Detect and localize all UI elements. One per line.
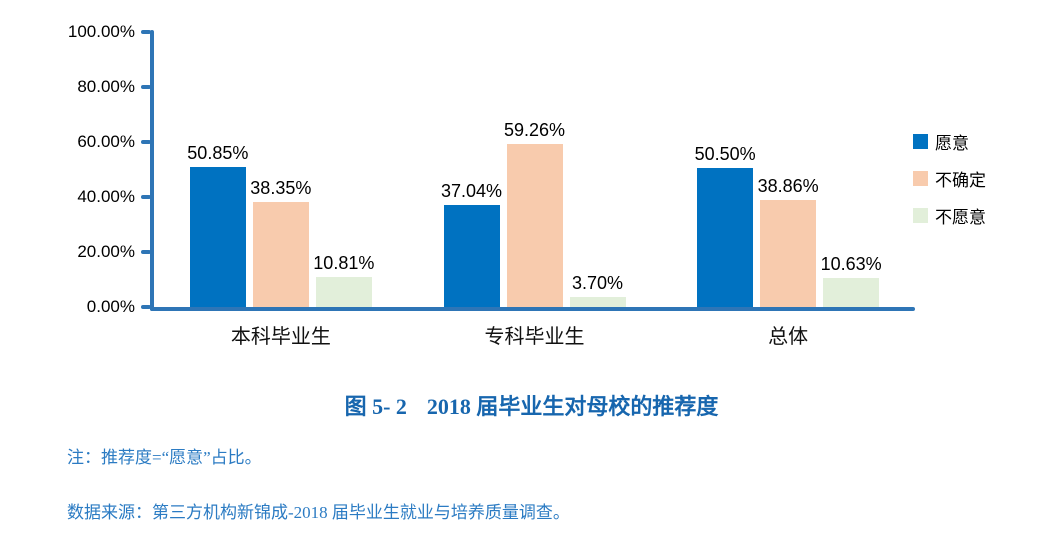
figure-caption: 图 5- 2 2018 届毕业生对母校的推荐度 xyxy=(0,389,1063,421)
bar-value-label: 37.04% xyxy=(440,181,503,202)
bar xyxy=(443,205,500,307)
y-axis-line xyxy=(150,30,154,311)
bar-value-label: 38.35% xyxy=(250,177,312,198)
source-line: 数据来源：第三方机构新锦成-2018 届毕业生就业与培养质量调查。 xyxy=(67,503,570,522)
x-axis-line xyxy=(150,307,915,311)
y-tick-mark xyxy=(141,305,151,309)
bar-column: 50.85% xyxy=(187,143,249,307)
legend-swatch xyxy=(913,208,928,223)
x-category-label: 总体 xyxy=(768,326,809,348)
bar-column: 38.86% xyxy=(757,176,819,307)
legend-label: 不确定 xyxy=(935,171,986,190)
bar-column: 10.81% xyxy=(313,253,375,307)
bar xyxy=(315,277,372,307)
plot-area: 50.85% 38.35% 10.81% 37.04% 59.26% 3.70% 50.50… xyxy=(154,32,915,307)
legend-label: 不愿意 xyxy=(935,208,986,227)
y-tick-label: 60.00% xyxy=(77,132,135,151)
bar xyxy=(760,200,817,307)
x-category-label: 本科毕业生 xyxy=(230,326,331,348)
bar-value-label: 50.85% xyxy=(187,143,249,164)
figure-title: 2018 届毕业生对母校的推荐度 xyxy=(426,394,719,419)
bar xyxy=(697,168,754,307)
bar-column: 38.35% xyxy=(250,177,312,307)
bar-value-label: 10.81% xyxy=(313,253,375,274)
legend-item: 不确定 xyxy=(913,167,986,190)
y-tick-mark xyxy=(141,85,151,89)
note-line: 注：推荐度=“愿意”占比。 xyxy=(67,448,262,467)
bar-column: 10.63% xyxy=(820,253,882,307)
bar-column: 50.50% xyxy=(694,144,756,307)
y-tick-label: 0.00% xyxy=(86,297,135,316)
bar xyxy=(252,201,309,307)
legend: 愿意 不确定 不愿意 xyxy=(913,130,986,227)
y-tick-mark xyxy=(141,30,151,34)
y-tick-mark xyxy=(141,250,151,254)
bar xyxy=(823,277,880,307)
legend-item: 不愿意 xyxy=(913,204,986,227)
bar-column: 3.70% xyxy=(569,272,626,307)
legend-item: 愿意 xyxy=(913,130,986,153)
y-tick-label: 80.00% xyxy=(77,77,135,96)
bar-column: 37.04% xyxy=(440,181,503,307)
bar-value-label: 3.70% xyxy=(571,272,624,293)
bar-column: 59.26% xyxy=(503,120,566,307)
bar-value-label: 10.63% xyxy=(820,253,882,274)
bar xyxy=(569,296,626,307)
y-tick-label: 40.00% xyxy=(77,187,135,206)
bar xyxy=(506,144,563,307)
x-axis-labels: 本科毕业生 专科毕业生 总体 xyxy=(154,324,915,350)
bar xyxy=(189,167,246,307)
bar-value-label: 59.26% xyxy=(503,120,566,141)
bar-value-label: 50.50% xyxy=(694,144,756,165)
legend-swatch xyxy=(913,171,928,186)
y-tick-mark xyxy=(141,195,151,199)
y-tick-mark xyxy=(141,140,151,144)
y-tick-label: 100.00% xyxy=(67,22,135,41)
bar-group: 50.50% 38.86% 10.63% xyxy=(661,32,915,307)
legend-swatch xyxy=(913,134,928,149)
bar-group: 50.85% 38.35% 10.81% xyxy=(154,32,408,307)
bar-group: 37.04% 59.26% 3.70% xyxy=(408,32,662,307)
figure-number-label: 图 5- 2 xyxy=(344,394,407,419)
y-axis-labels: 100.00% 80.00% 60.00% 40.00% 20.00% 0.00% xyxy=(30,21,135,321)
legend-label: 愿意 xyxy=(935,134,969,153)
x-category-label: 专科毕业生 xyxy=(484,326,585,348)
y-tick-label: 20.00% xyxy=(77,242,135,261)
bar-value-label: 38.86% xyxy=(757,176,819,197)
